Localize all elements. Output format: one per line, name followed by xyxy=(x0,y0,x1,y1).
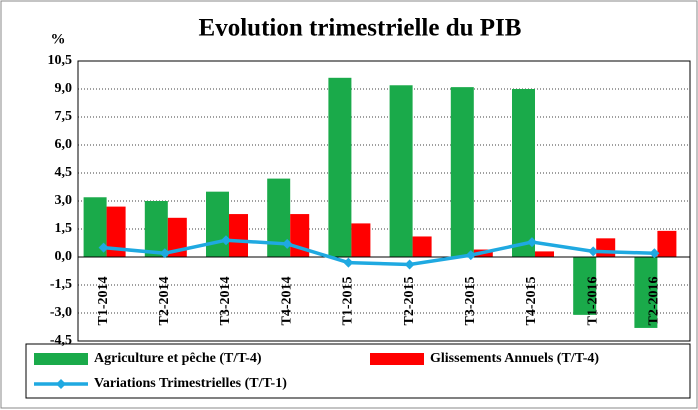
x-tick-label: T2-2016 xyxy=(647,277,662,326)
y-tick-label: 0,0 xyxy=(55,249,73,264)
bar xyxy=(206,191,229,257)
bar xyxy=(412,236,432,257)
y-axis-label: % xyxy=(51,31,66,47)
y-tick-label: 9,0 xyxy=(55,81,73,96)
bar xyxy=(573,257,597,315)
line-marker xyxy=(404,259,415,270)
line-marker xyxy=(159,248,170,259)
bar xyxy=(83,197,107,257)
line-marker xyxy=(221,235,231,246)
legend-swatch xyxy=(34,353,88,365)
line xyxy=(103,238,655,267)
x-tick-label: T4-2015 xyxy=(524,277,539,326)
legend xyxy=(25,343,691,399)
x-tick-label: T1-2016 xyxy=(585,277,600,326)
x-tick-label: T1-2015 xyxy=(341,277,356,326)
line-marker xyxy=(649,248,660,259)
line-marker xyxy=(527,237,537,248)
legend-swatch xyxy=(370,353,424,365)
x-tick-label: T1-2014 xyxy=(96,277,111,326)
y-tick-label: 4,5 xyxy=(55,165,73,180)
line-marker xyxy=(588,246,599,257)
bar xyxy=(229,214,248,257)
bar xyxy=(144,201,168,257)
x-tick-label: T3-2014 xyxy=(218,277,233,326)
x-tick-label: T2-2015 xyxy=(402,277,417,326)
bar xyxy=(596,238,616,257)
x-tick-label: T2-2014 xyxy=(157,277,172,326)
chart-title: Evolution trimestrielle du PIB xyxy=(199,15,522,42)
y-tick-label: 10,5 xyxy=(48,53,73,68)
legend-label: Variations Trimestrielles (T/T-1) xyxy=(94,376,287,391)
y-tick-label: 1,5 xyxy=(55,221,73,236)
bar xyxy=(267,178,291,257)
bar xyxy=(106,206,126,257)
bar xyxy=(657,230,677,257)
bar xyxy=(351,223,371,257)
x-tick-label: T4-2014 xyxy=(279,277,294,326)
bar xyxy=(389,85,413,258)
line-marker xyxy=(282,238,293,249)
bar xyxy=(328,77,352,257)
legend-label: Agriculture et pêche (T/T-4) xyxy=(94,351,262,366)
line-marker xyxy=(465,250,476,261)
bar xyxy=(167,217,187,257)
bar xyxy=(450,87,474,257)
legend-label: Glissements Annuels (T/T-4) xyxy=(430,351,599,366)
x-tick-label: T3-2015 xyxy=(463,277,478,326)
bar xyxy=(512,89,535,257)
legend-marker xyxy=(56,379,66,389)
bar xyxy=(535,251,554,257)
y-tick-label: 3,0 xyxy=(55,193,73,208)
y-tick-label: -1,5 xyxy=(50,277,72,292)
y-tick-label: -3,0 xyxy=(50,305,72,320)
line-marker xyxy=(98,242,109,253)
y-tick-label: 7,5 xyxy=(55,109,73,124)
y-tick-label: -4,5 xyxy=(50,333,72,348)
y-tick-label: 6,0 xyxy=(55,137,73,152)
bar xyxy=(634,257,658,328)
line-marker xyxy=(343,257,354,268)
